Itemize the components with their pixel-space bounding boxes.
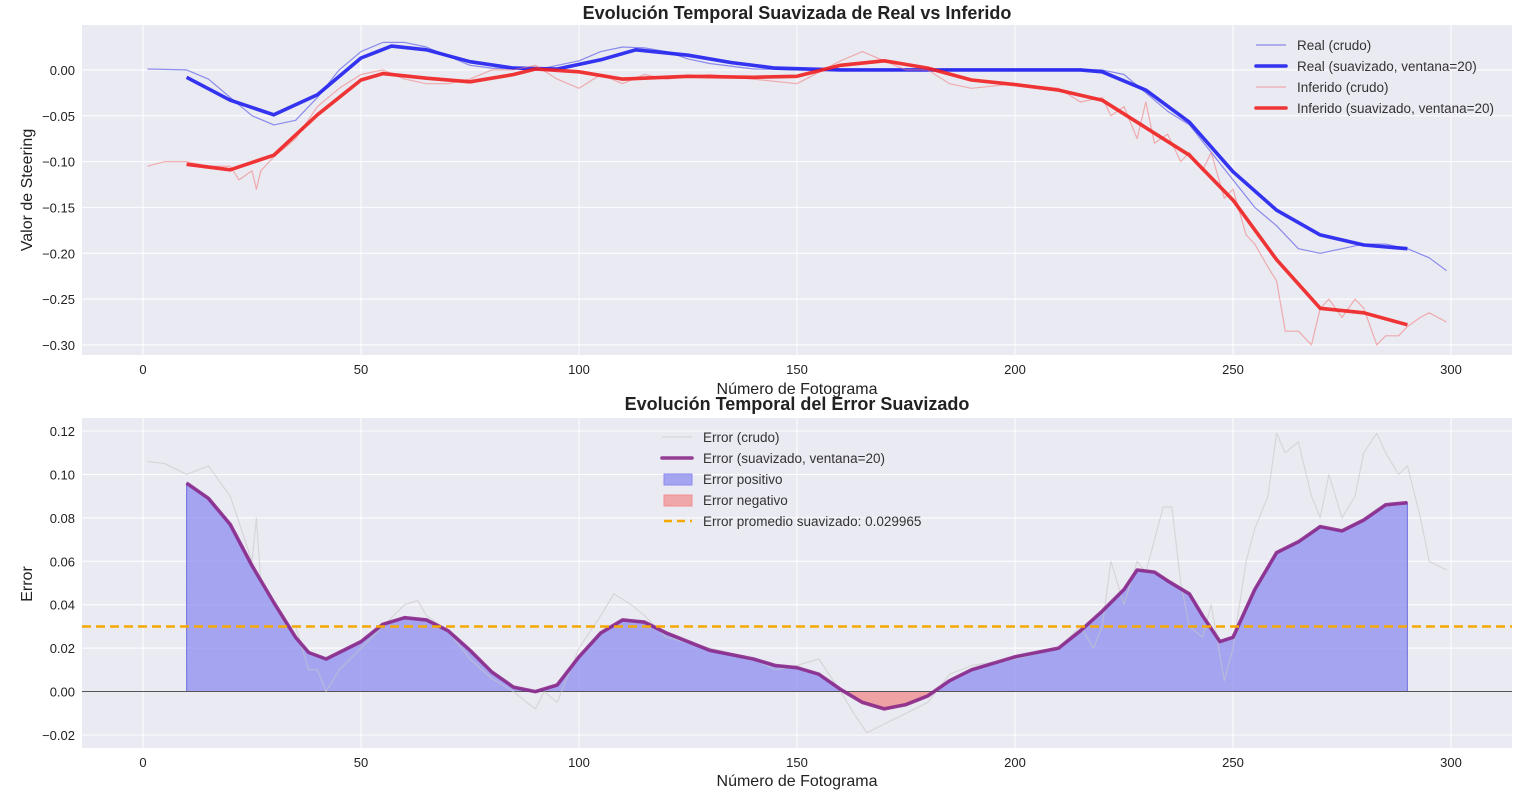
- y-tick-label: −0.05: [42, 109, 75, 124]
- series-line-2: [147, 50, 1447, 346]
- y-tick-label: 0.02: [50, 641, 75, 656]
- x-axis-label-top: Número de Fotograma: [717, 381, 878, 398]
- x-tick-label: 50: [354, 755, 368, 770]
- x-axis-label-bottom: Número de Fotograma: [717, 773, 878, 790]
- y-tick-label: 0.08: [50, 511, 75, 526]
- chart-title-top: Evolución Temporal Suavizada de Real vs …: [583, 3, 1012, 23]
- legend-label: Real (suavizado, ventana=20): [1297, 59, 1477, 74]
- y-tick-label: 0.04: [50, 598, 75, 613]
- y-tick-label: −0.20: [42, 246, 75, 261]
- legend-label: Inferido (crudo): [1297, 80, 1389, 95]
- x-tick-label: 0: [139, 362, 146, 377]
- x-tick-label: 0: [139, 755, 146, 770]
- x-tick-label: 100: [568, 362, 590, 377]
- y-tick-label: −0.02: [42, 728, 75, 743]
- y-tick-label: −0.25: [42, 292, 75, 307]
- legend-swatch: [663, 473, 693, 486]
- legend: Error (crudo) Error (suavizado, ventana=2…: [660, 430, 921, 529]
- y-tick-label: 0.12: [50, 424, 75, 439]
- chart-title-bottom: Evolución Temporal del Error Suavizado: [625, 394, 970, 414]
- y-tick-label: −0.10: [42, 155, 75, 170]
- plot-top: 0 50 100 150 200 250 300 0.00 −0.05 −0.10 −0.15 −0.…: [42, 25, 1512, 377]
- y-axis-label-bottom: Error: [19, 566, 36, 602]
- legend-label: Error (suavizado, ventana=20): [703, 451, 885, 466]
- legend-swatch: [663, 494, 693, 507]
- y-tick-label: 0.00: [50, 63, 75, 78]
- legend-label: Error (crudo): [703, 430, 780, 445]
- series-line-1: [185, 44, 1408, 251]
- legend-label: Error negativo: [703, 493, 788, 508]
- x-tick-label: 200: [1004, 362, 1026, 377]
- legend-label: Error positivo: [703, 472, 783, 487]
- x-tick-label: 50: [354, 362, 368, 377]
- legend-label: Error promedio suavizado: 0.029965: [703, 514, 921, 529]
- series-line-3: [186, 58, 1408, 327]
- x-tick-label: 250: [1222, 362, 1244, 377]
- x-tick-label: 150: [786, 755, 808, 770]
- y-tick-label: −0.30: [42, 338, 75, 353]
- x-tick-label: 300: [1440, 362, 1462, 377]
- x-tick-label: 200: [1004, 755, 1026, 770]
- series-line-0: [147, 41, 1447, 272]
- x-tick-label: 150: [786, 362, 808, 377]
- series-line-1: [185, 481, 1408, 711]
- x-tick-label: 250: [1222, 755, 1244, 770]
- y-tick-label: 0.06: [50, 554, 75, 569]
- series-line-0: [147, 432, 1447, 734]
- x-tick-label: 100: [568, 755, 590, 770]
- legend-label: Real (crudo): [1297, 38, 1371, 53]
- legend-label: Inferido (suavizado, ventana=20): [1297, 101, 1494, 116]
- y-tick-label: 0.10: [50, 467, 75, 482]
- y-axis-label-top: Valor de Steering: [19, 129, 36, 251]
- y-tick-label: −0.15: [42, 200, 75, 215]
- x-tick-label: 300: [1440, 755, 1462, 770]
- plot-bottom: 0 50 100 150 200 250 300 −0.02 0.00 0.02 0.04 0.06 0…: [42, 418, 1512, 770]
- legend: Real (crudo) Real (suavizado, ventana=20)…: [1254, 38, 1494, 116]
- y-tick-label: 0.00: [50, 685, 75, 700]
